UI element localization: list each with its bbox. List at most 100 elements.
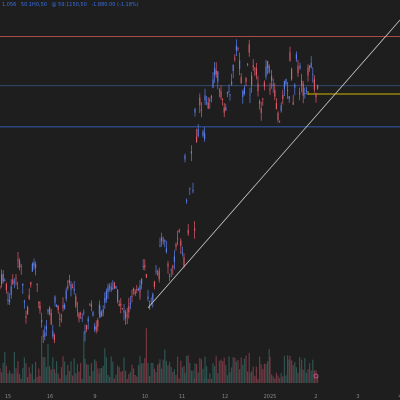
volume-bar — [259, 356, 261, 383]
volume-bar — [25, 363, 27, 383]
candle-body — [17, 287, 19, 289]
candle-body — [194, 109, 196, 113]
candle-body — [232, 64, 234, 72]
volume-bar — [206, 366, 208, 383]
candle-body — [155, 271, 157, 273]
candles — [0, 39, 319, 344]
candle-body — [283, 81, 285, 89]
candle-body — [242, 91, 244, 97]
volume-bar — [164, 349, 166, 383]
candle-body — [129, 302, 131, 305]
candle-body — [149, 307, 151, 309]
volume-bar — [223, 357, 225, 383]
candle-body — [184, 155, 186, 160]
volume-bar — [97, 368, 99, 383]
candle-body — [177, 238, 179, 240]
volume-bar — [210, 378, 212, 383]
candle-body — [125, 312, 127, 319]
volume-bar — [267, 361, 269, 383]
volume-bar — [194, 363, 196, 383]
candle-body — [285, 79, 287, 84]
volume-bar — [5, 365, 7, 383]
volume-bar — [75, 373, 77, 383]
volume-bar — [271, 374, 273, 383]
candle-body — [90, 304, 92, 307]
candle-body — [31, 263, 33, 272]
volume-bar — [59, 378, 61, 383]
volume-bar — [13, 351, 15, 383]
volume-bar — [222, 361, 224, 383]
volume-bar — [170, 366, 172, 383]
volume-bar — [121, 371, 123, 383]
candle-body — [81, 317, 83, 319]
candle-body — [45, 326, 47, 330]
candle-body — [42, 335, 44, 337]
volume-bar — [283, 355, 285, 383]
volume-bar — [162, 359, 164, 383]
candle-body — [234, 58, 236, 60]
candle-body — [252, 65, 254, 68]
candle-body — [240, 77, 242, 83]
candle-body — [305, 89, 307, 91]
volume-bar — [68, 370, 70, 383]
volume-bar — [243, 358, 245, 383]
x-tick-label: 16 — [47, 394, 53, 400]
volume-bar — [207, 378, 209, 383]
volume-bar — [242, 364, 244, 383]
x-tick-label: 12 — [222, 394, 228, 400]
volume-bar — [215, 356, 217, 383]
volume-bar — [292, 365, 294, 383]
volume-bar — [288, 359, 290, 383]
volume-bar — [42, 357, 44, 383]
volume-bar — [30, 373, 32, 383]
candle-body — [295, 54, 297, 60]
candle-body — [105, 290, 107, 300]
candle-body — [217, 71, 219, 82]
volume-bar — [231, 367, 233, 383]
candle-body — [220, 91, 222, 98]
volume-bar — [153, 368, 155, 383]
volume-bar — [265, 363, 267, 383]
volume-bar — [169, 361, 171, 383]
candle-body — [170, 269, 172, 271]
volume-bar — [150, 362, 152, 383]
candle-body — [123, 310, 125, 313]
volume-bar — [287, 355, 289, 383]
volume-bar — [245, 355, 247, 383]
candle-body — [307, 67, 309, 76]
candle-body — [309, 65, 311, 68]
candle-body — [277, 112, 279, 121]
volume-bar — [204, 356, 206, 383]
volume-bar — [157, 364, 159, 383]
candle-body — [70, 284, 72, 290]
candle-body — [214, 67, 216, 76]
volume-bar — [125, 370, 127, 383]
volume-bar — [202, 368, 204, 383]
candle-body — [150, 301, 152, 302]
volume-bar — [180, 360, 182, 383]
volume-bar — [120, 371, 122, 383]
volume-bar — [269, 356, 271, 383]
volume-bars — [0, 328, 319, 383]
candle-body — [99, 311, 101, 318]
candle-body — [59, 318, 61, 320]
candle-body — [231, 81, 233, 85]
candle-body — [17, 259, 19, 262]
volume-bar — [12, 373, 14, 383]
x-tick-label: 11 — [179, 394, 185, 400]
candle-body — [167, 263, 169, 267]
volume-bar — [247, 371, 249, 383]
candle-body — [112, 288, 114, 289]
volume-bar — [33, 378, 35, 383]
candle-body — [289, 52, 291, 61]
candle-body — [225, 107, 227, 111]
candle-body — [178, 230, 180, 232]
candle-body — [162, 240, 164, 242]
candle-body — [180, 240, 182, 247]
volume-bar — [277, 375, 279, 383]
candle-body — [102, 309, 104, 313]
candle-body — [207, 102, 209, 109]
volume-bar — [297, 372, 299, 383]
volume-bar — [133, 368, 135, 383]
